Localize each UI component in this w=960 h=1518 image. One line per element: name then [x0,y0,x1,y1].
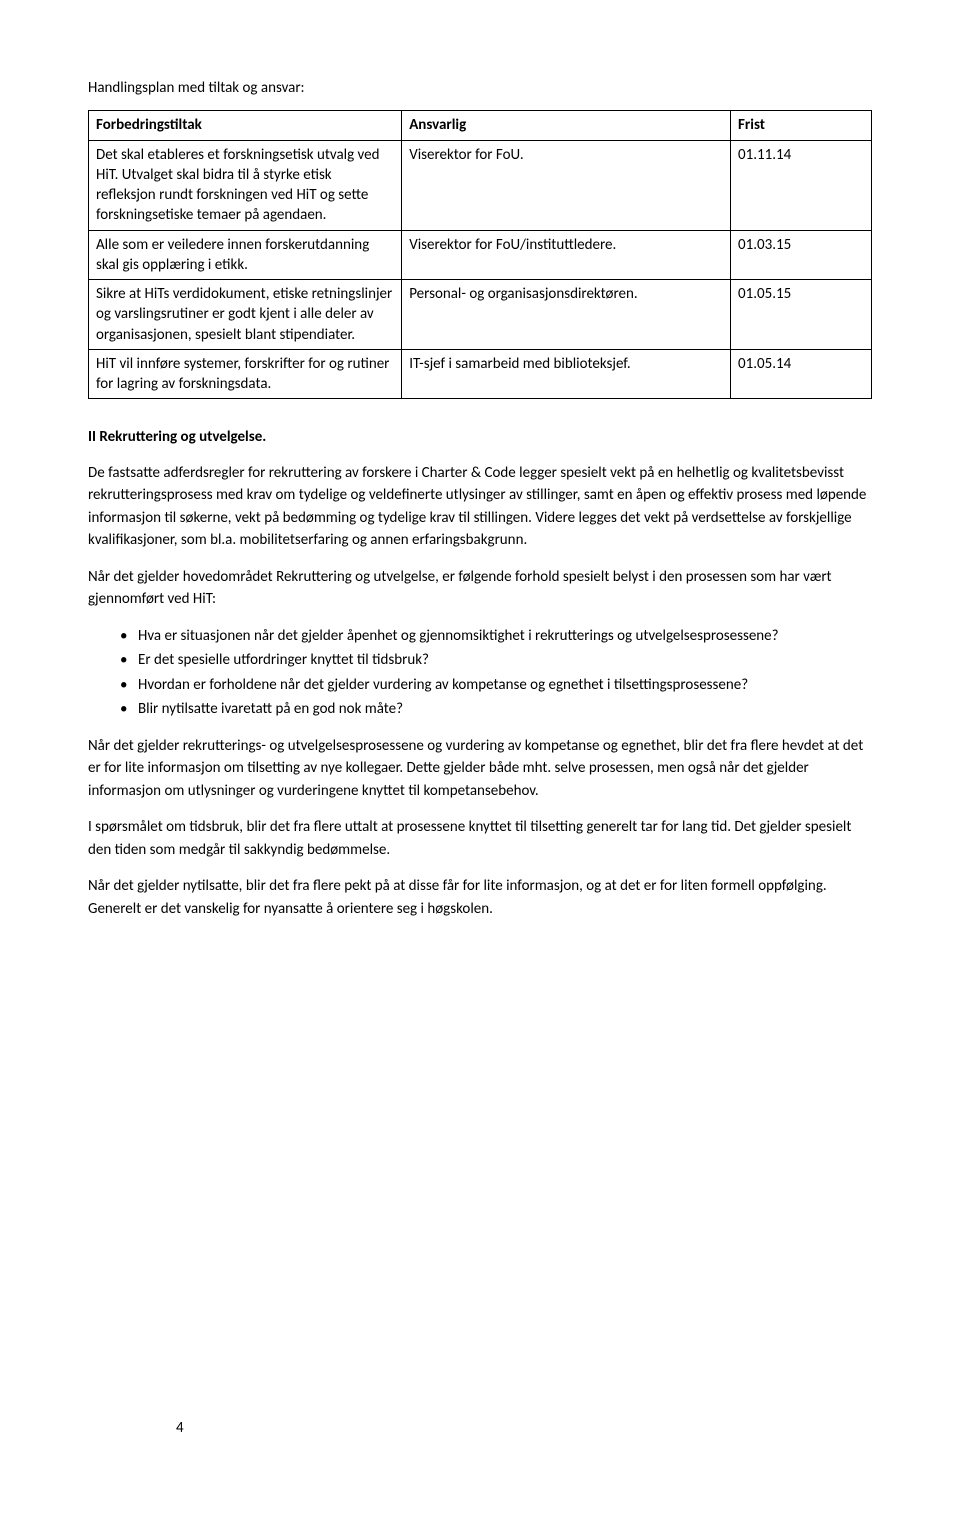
paragraph: I spørsmålet om tidsbruk, blir det fra f… [88,816,872,861]
table-cell: 01.11.14 [731,140,872,230]
table-row: Det skal etableres et forskningsetisk ut… [89,140,872,230]
table-cell: Det skal etableres et forskningsetisk ut… [89,140,402,230]
list-item: Hvordan er forholdene når det gjelder vu… [120,674,872,697]
table-header-row: Forbedringstiltak Ansvarlig Frist [89,111,872,140]
action-table: Forbedringstiltak Ansvarlig Frist Det sk… [88,110,872,399]
table-cell: Sikre at HiTs verdidokument, etiske retn… [89,280,402,350]
table-header: Forbedringstiltak [89,111,402,140]
page-title: Handlingsplan med tiltak og ansvar: [88,78,872,98]
table-header: Frist [731,111,872,140]
list-item: Hva er situasjonen når det gjelder åpenh… [120,625,872,648]
table-header: Ansvarlig [402,111,731,140]
table-cell: IT-sjef i samarbeid med biblioteksjef. [402,349,731,399]
list-item: Er det spesielle utfordringer knyttet ti… [120,649,872,672]
paragraph: De fastsatte adferdsregler for rekrutter… [88,462,872,552]
table-cell: 01.05.15 [731,280,872,350]
table-row: HiT vil innføre systemer, forskrifter fo… [89,349,872,399]
bullet-list: Hva er situasjonen når det gjelder åpenh… [88,625,872,721]
section-heading: II Rekruttering og utvelgelse. [88,427,872,447]
table-row: Sikre at HiTs verdidokument, etiske retn… [89,280,872,350]
paragraph: Når det gjelder hovedområdet Rekrutterin… [88,566,872,611]
table-cell: Alle som er veiledere innen forskerutdan… [89,230,402,280]
list-item: Blir nytilsatte ivaretatt på en god nok … [120,698,872,721]
paragraph: Når det gjelder nytilsatte, blir det fra… [88,875,872,920]
table-cell: Personal- og organisasjonsdirektøren. [402,280,731,350]
table-row: Alle som er veiledere innen forskerutdan… [89,230,872,280]
table-cell: HiT vil innføre systemer, forskrifter fo… [89,349,402,399]
table-cell: 01.05.14 [731,349,872,399]
table-cell: Viserektor for FoU/instituttledere. [402,230,731,280]
table-cell: 01.03.15 [731,230,872,280]
table-cell: Viserektor for FoU. [402,140,731,230]
paragraph: Når det gjelder rekrutterings- og utvelg… [88,735,872,803]
page-number: 4 [176,1418,184,1438]
